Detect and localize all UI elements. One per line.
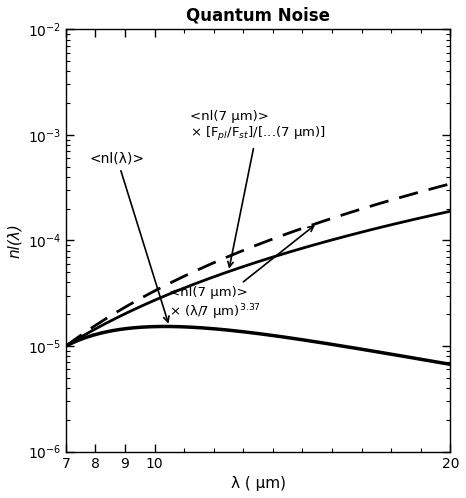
Y-axis label: nl(λ): nl(λ)	[7, 223, 22, 258]
Text: <nl(λ)>: <nl(λ)>	[89, 151, 169, 322]
Text: <nl(7 μm)>
× (λ/7 μm)$^{3.37}$: <nl(7 μm)> × (λ/7 μm)$^{3.37}$	[169, 226, 314, 322]
Title: Quantum Noise: Quantum Noise	[186, 7, 330, 25]
X-axis label: λ ( μm): λ ( μm)	[231, 476, 286, 491]
Text: <nl(7 μm)>
× [F$_{pl}$/F$_{st}$]/[...(7 μm)]: <nl(7 μm)> × [F$_{pl}$/F$_{st}$]/[...(7 …	[190, 110, 326, 267]
